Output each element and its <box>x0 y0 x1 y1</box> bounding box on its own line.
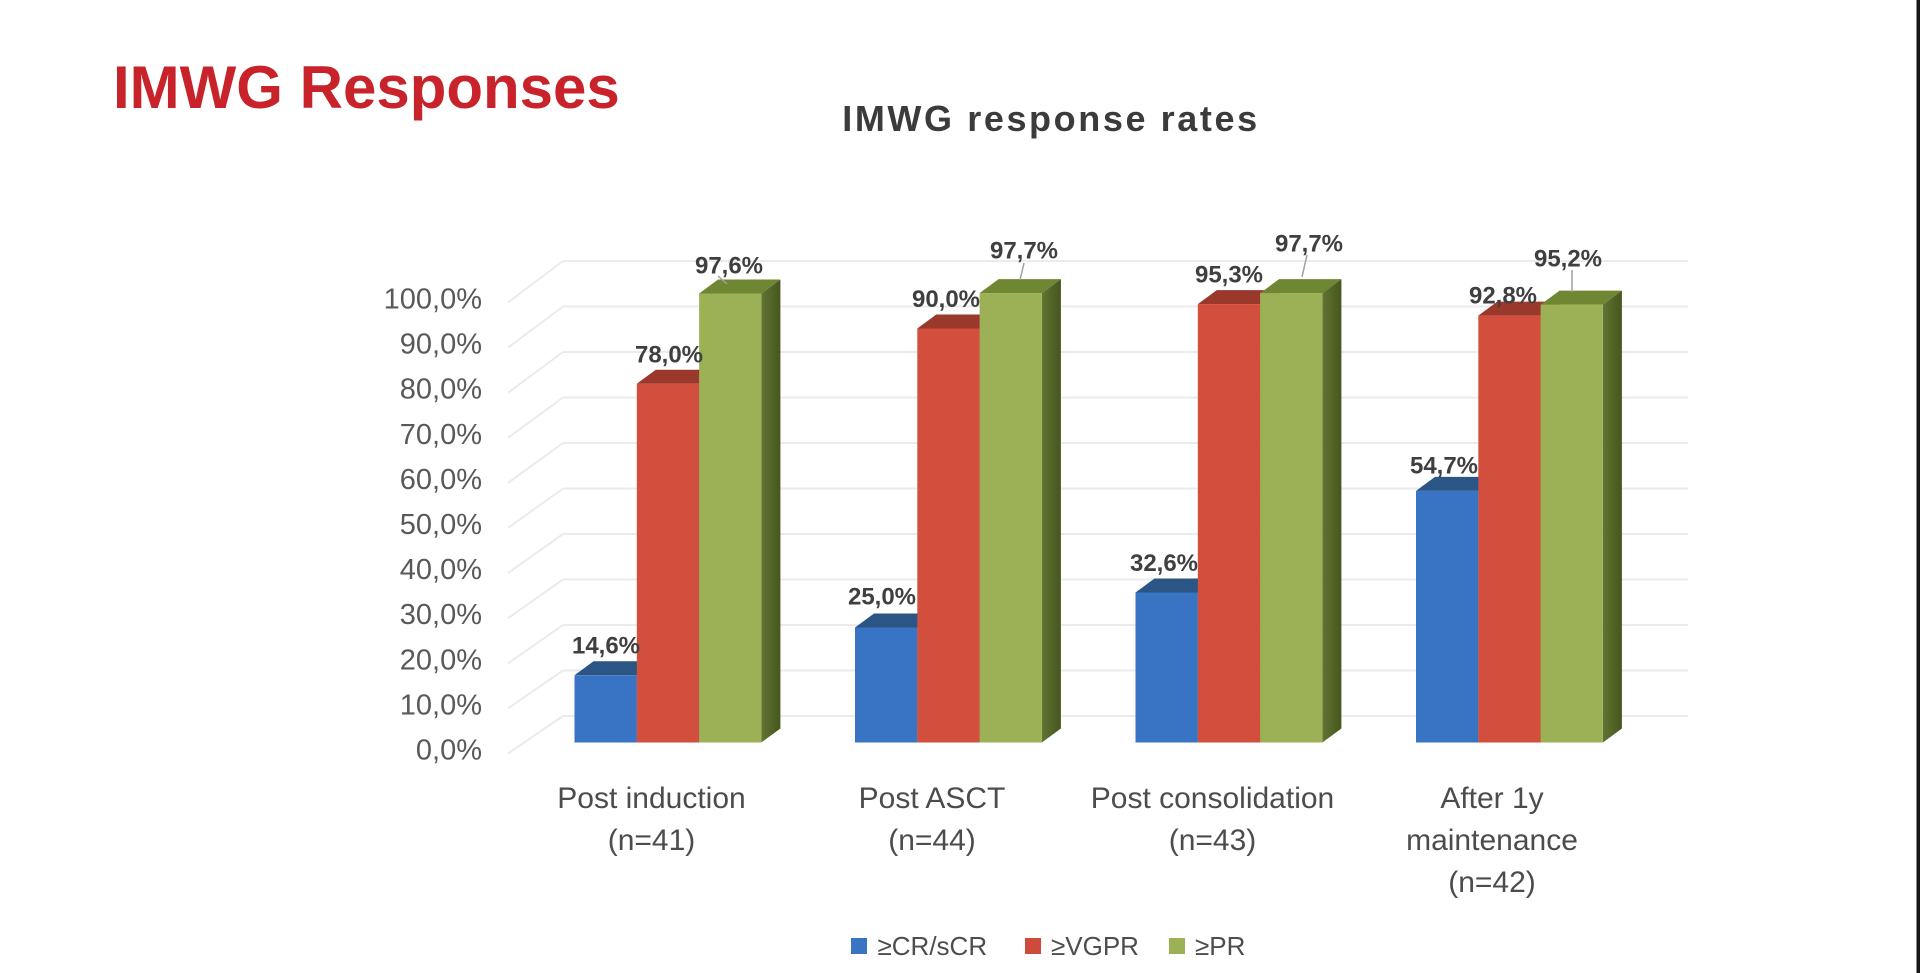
svg-text:(n=42): (n=42) <box>1448 866 1536 899</box>
svg-text:95,3%: 95,3% <box>1195 262 1263 289</box>
svg-text:32,6%: 32,6% <box>1130 550 1198 577</box>
svg-text:maintenance: maintenance <box>1406 824 1578 857</box>
svg-text:80,0%: 80,0% <box>400 374 482 406</box>
svg-text:≥PR: ≥PR <box>1195 931 1245 961</box>
svg-text:100,0%: 100,0% <box>384 284 482 316</box>
svg-text:90,0%: 90,0% <box>912 286 980 313</box>
svg-text:30,0%: 30,0% <box>400 599 482 631</box>
svg-text:20,0%: 20,0% <box>400 644 482 676</box>
svg-text:IMWG response rates: IMWG response rates <box>842 98 1260 139</box>
svg-text:90,0%: 90,0% <box>400 329 482 361</box>
svg-text:≥CR/sCR: ≥CR/sCR <box>878 931 988 961</box>
svg-text:97,7%: 97,7% <box>1275 231 1343 258</box>
svg-text:60,0%: 60,0% <box>400 464 482 496</box>
svg-text:After 1y: After 1y <box>1440 782 1543 815</box>
svg-text:Post consolidation: Post consolidation <box>1091 782 1335 815</box>
svg-text:25,0%: 25,0% <box>848 584 916 611</box>
svg-text:Post ASCT: Post ASCT <box>859 782 1006 815</box>
svg-text:14,6%: 14,6% <box>572 633 640 660</box>
svg-text:50,0%: 50,0% <box>400 509 482 541</box>
svg-text:92,8%: 92,8% <box>1469 283 1537 310</box>
svg-text:(n=43): (n=43) <box>1169 824 1257 857</box>
svg-text:95,2%: 95,2% <box>1534 246 1602 273</box>
svg-text:≥VGPR: ≥VGPR <box>1051 931 1139 961</box>
svg-text:97,7%: 97,7% <box>990 238 1058 265</box>
svg-text:(n=44): (n=44) <box>888 824 976 857</box>
svg-text:0,0%: 0,0% <box>416 735 482 767</box>
svg-text:10,0%: 10,0% <box>400 689 482 721</box>
svg-text:97,6%: 97,6% <box>695 253 763 280</box>
svg-text:IMWG Responses: IMWG Responses <box>113 54 620 121</box>
svg-text:40,0%: 40,0% <box>400 554 482 586</box>
svg-text:78,0%: 78,0% <box>635 342 703 369</box>
svg-text:(n=41): (n=41) <box>608 824 696 857</box>
svg-text:Post induction: Post induction <box>557 782 745 815</box>
svg-text:70,0%: 70,0% <box>400 419 482 451</box>
svg-text:54,7%: 54,7% <box>1410 453 1478 480</box>
